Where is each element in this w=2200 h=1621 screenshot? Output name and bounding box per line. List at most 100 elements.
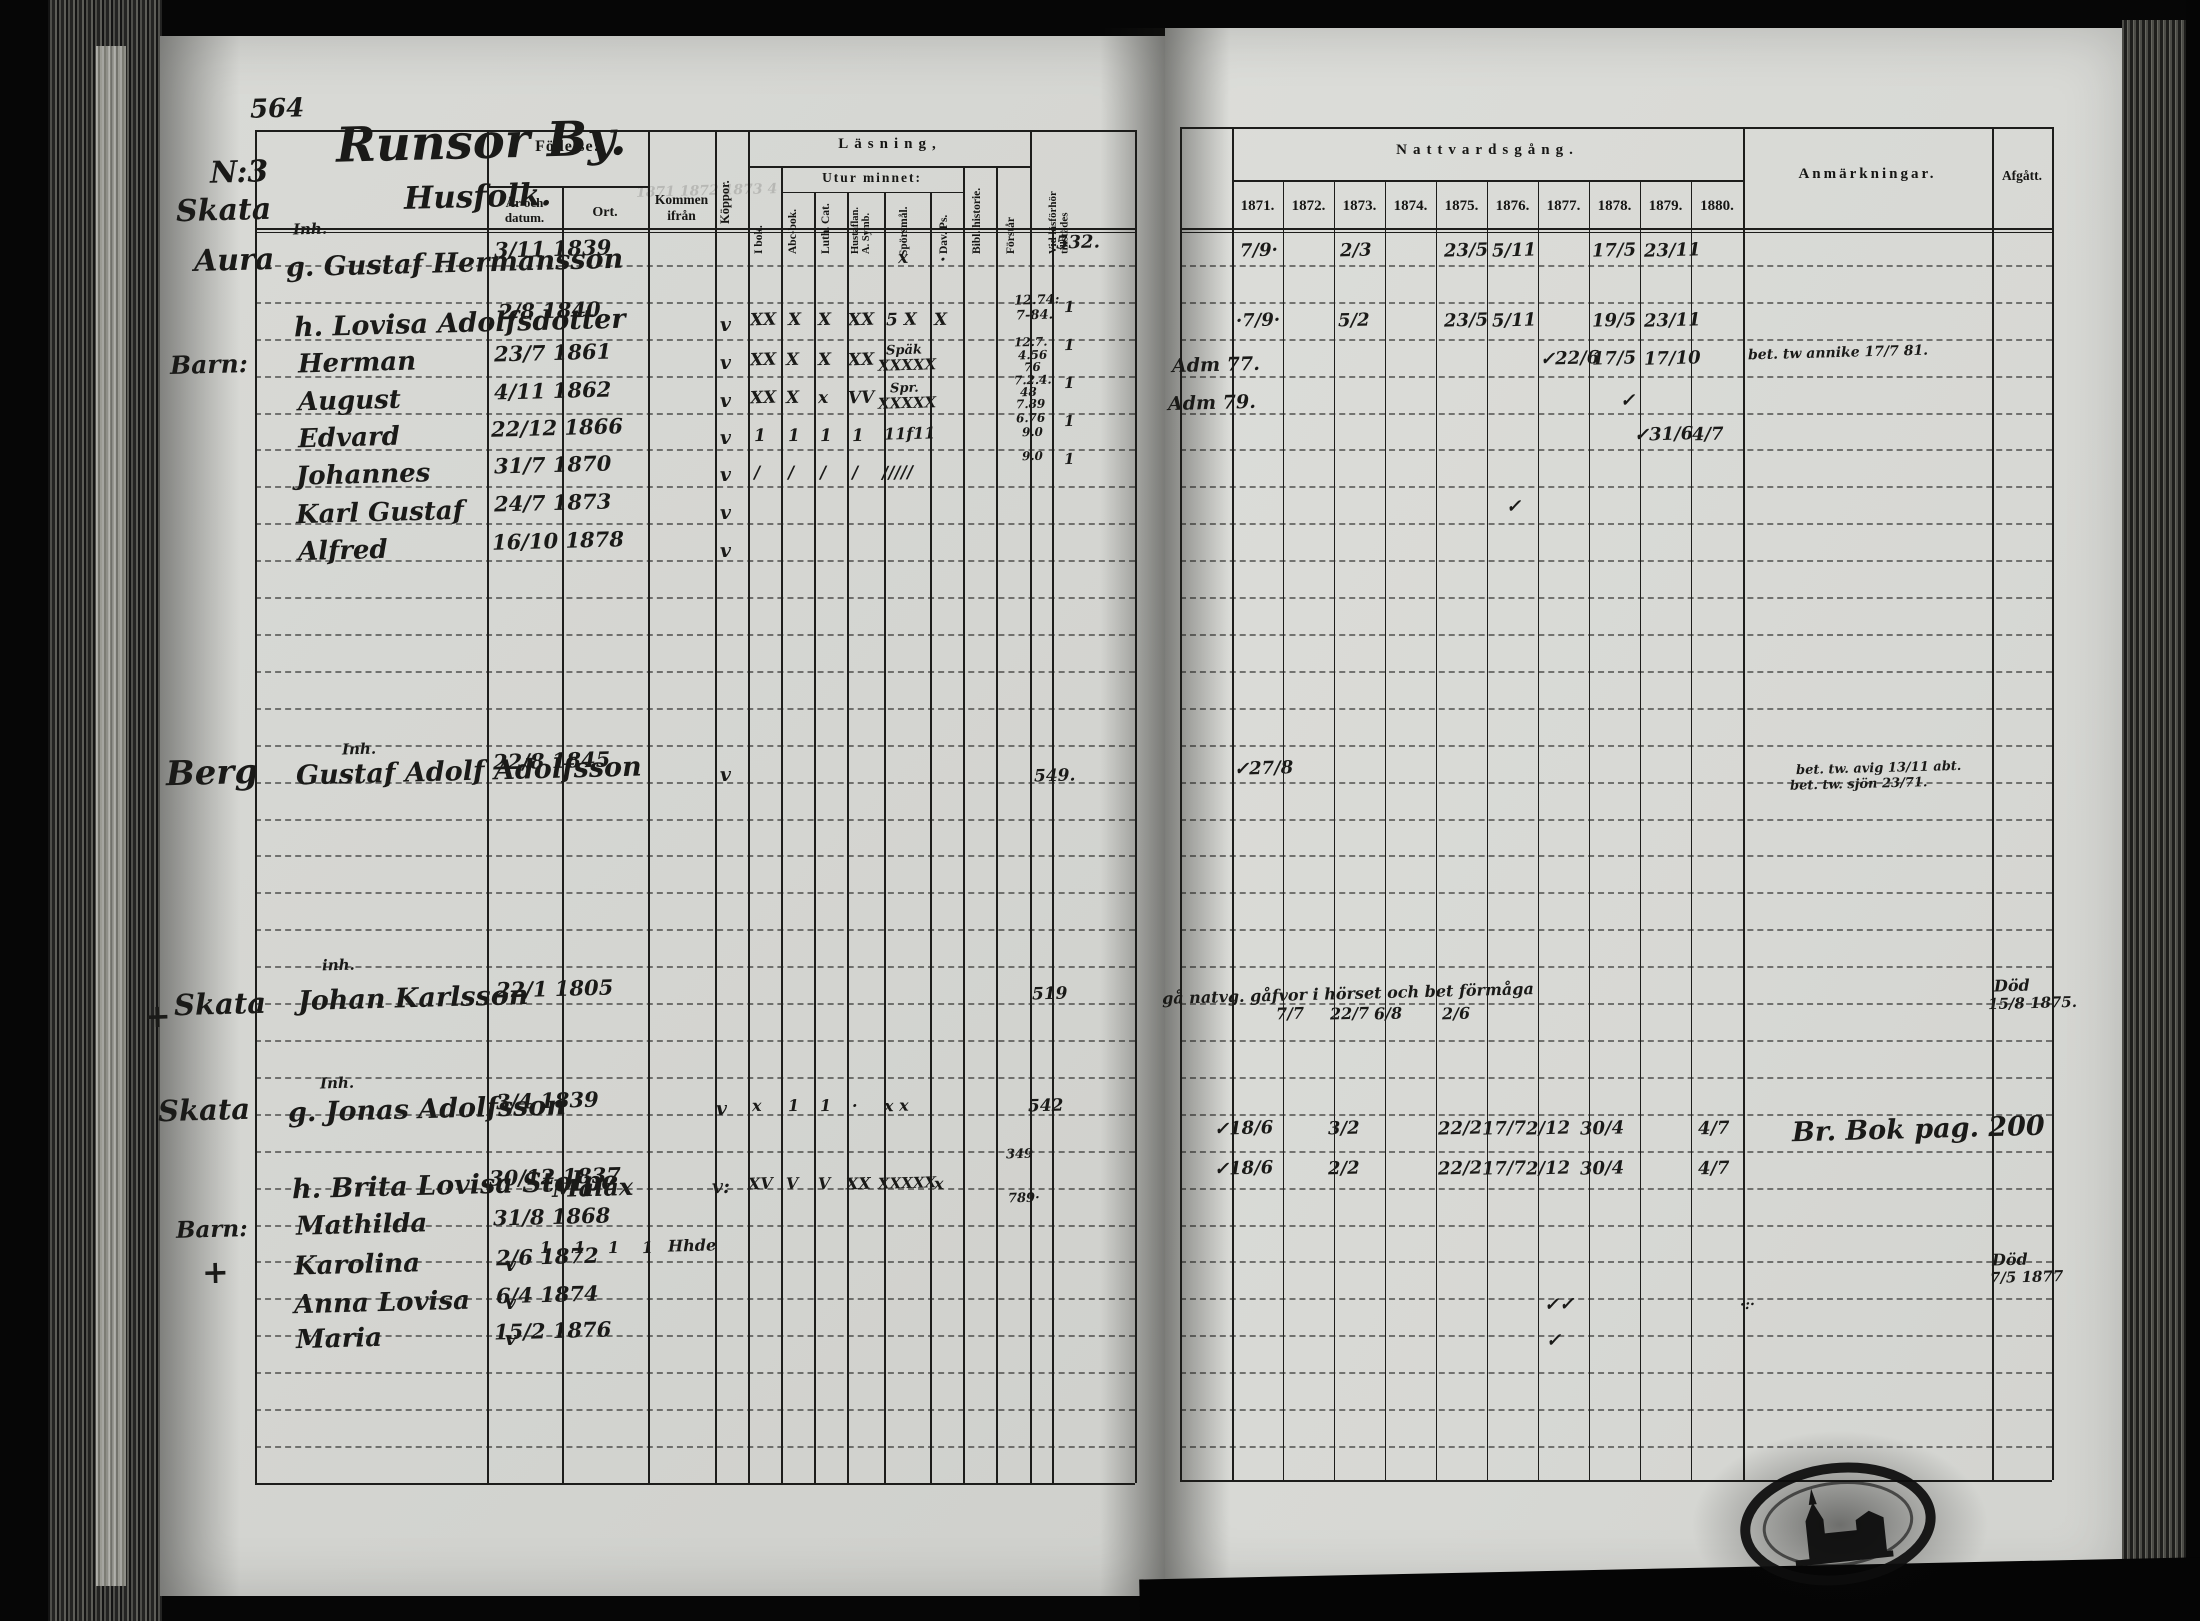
handwritten-koppor-mark: v bbox=[504, 1291, 517, 1315]
handwritten-communion-date: 4/7 bbox=[1697, 1117, 1730, 1140]
handwritten-communion-mark: ✓ bbox=[1619, 389, 1636, 412]
grid-vline bbox=[781, 166, 783, 1483]
grid-dashline bbox=[255, 634, 1135, 636]
handwritten-communion-date: 17/10 bbox=[1643, 347, 1701, 370]
handwritten-attendance-number: 7.89 bbox=[1015, 396, 1046, 412]
grid-dashline bbox=[255, 1040, 1135, 1043]
grid-dashline bbox=[255, 1076, 1135, 1079]
handwritten-reading-mark: x bbox=[817, 387, 829, 409]
handwritten-birth-date: 31/7 1870 bbox=[493, 450, 612, 479]
grid-dashline bbox=[255, 855, 1135, 858]
grid-dashline bbox=[1180, 707, 2052, 710]
handwritten-person-name: Alfred bbox=[297, 534, 389, 568]
handwritten-reading-mark: 1 bbox=[573, 1237, 586, 1258]
grid-dashline bbox=[255, 818, 1135, 821]
handwritten-reading-mark: XX bbox=[749, 349, 777, 371]
handwritten-attendance-number: 532. bbox=[1055, 231, 1101, 254]
grid-dashline bbox=[255, 1409, 1135, 1412]
handwritten-reading-mark: X bbox=[817, 349, 832, 371]
handwritten-attendance-number: 789· bbox=[1007, 1190, 1040, 1207]
handwritten-communion-mark: ✓ bbox=[1545, 1329, 1562, 1352]
grid-vline bbox=[2052, 127, 2055, 1480]
handwritten-departure-note: 15/8 1875. bbox=[1987, 992, 2078, 1014]
handwritten-koppor-mark: v: bbox=[711, 1175, 731, 1199]
handwritten-birth-date: 4/11 1862 bbox=[493, 376, 612, 405]
grid-vline bbox=[648, 130, 650, 1483]
handwritten-communion-date: 23/11 bbox=[1643, 239, 1701, 262]
handwritten-reading-mark: ///// bbox=[881, 462, 914, 484]
header-anmarkningar: Anmärkningar. bbox=[1798, 166, 1937, 182]
handwritten-person-name: Anna Lovisa bbox=[293, 1285, 471, 1321]
grid-dashline bbox=[1180, 486, 2052, 489]
grid-dashline bbox=[255, 1150, 1135, 1153]
header-fodelse: Födelse: bbox=[535, 138, 600, 155]
grid-vline bbox=[1589, 180, 1591, 1480]
grid-vline bbox=[963, 166, 965, 1483]
handwritten-koppor-mark: v bbox=[719, 426, 732, 450]
handwritten-status-note: inh. bbox=[321, 955, 355, 975]
grid-vline bbox=[1992, 127, 1994, 1480]
handwritten-communion-date: 22/2 bbox=[1437, 1117, 1483, 1140]
grid-dashline bbox=[1180, 449, 2052, 452]
grid-dashline bbox=[1180, 1372, 2052, 1375]
handwritten-reading-mark: XX bbox=[847, 349, 875, 371]
grid-dashline bbox=[1180, 1335, 2052, 1338]
handwritten-departure-note: 7/5 1877 bbox=[1989, 1267, 2064, 1287]
grid-vline bbox=[1487, 180, 1489, 1480]
grid-vline bbox=[1180, 127, 1183, 1480]
grid-dashline bbox=[1180, 264, 2052, 267]
grid-hline bbox=[255, 130, 1135, 133]
handwritten-attendance-number: 549. bbox=[1033, 765, 1076, 787]
handwritten-reading-mark: 1 bbox=[539, 1237, 552, 1258]
handwritten-reading-mark: 1 bbox=[819, 425, 833, 447]
grid-vline bbox=[748, 130, 750, 1483]
handwritten-koppor-mark: v bbox=[719, 389, 732, 413]
grid-dashline bbox=[1180, 1446, 2052, 1449]
grid-dashline bbox=[1180, 1409, 2052, 1412]
grid-dashline bbox=[1180, 1040, 2052, 1043]
handwritten-reading-mark: x x bbox=[883, 1095, 909, 1116]
grid-dashline bbox=[255, 597, 1135, 600]
handwritten-reading-mark: V bbox=[817, 1173, 831, 1194]
grid-vline bbox=[487, 130, 489, 1483]
handwritten-communion-date: 5/11 bbox=[1491, 239, 1537, 262]
header-year-1875: 1875. bbox=[1444, 198, 1479, 214]
grid-dashline bbox=[1180, 1150, 2052, 1153]
handwritten-communion-date: 30/4 bbox=[1579, 1117, 1625, 1140]
handwritten-birth-date: 23/7 1861 bbox=[493, 338, 612, 367]
handwritten-communion-date: 19/5 bbox=[1591, 309, 1637, 332]
grid-vline bbox=[1538, 180, 1540, 1480]
grid-dashline bbox=[255, 929, 1135, 932]
grid-dashline bbox=[1180, 338, 2052, 341]
handwritten-margin-cross: + bbox=[143, 996, 172, 1036]
handwritten-reading-mark: / bbox=[753, 462, 761, 484]
grid-dashline bbox=[1180, 744, 2052, 747]
grid-hline bbox=[1180, 127, 2052, 130]
grid-dashline bbox=[255, 1187, 1135, 1190]
grid-dashline bbox=[1180, 670, 2052, 673]
handwritten-person-name: Johannes bbox=[295, 458, 431, 492]
header-col-sporsmal: Spörsmål. bbox=[898, 206, 910, 256]
handwritten-koppor-mark: v bbox=[719, 313, 732, 337]
handwritten-communion-date: 17/7 bbox=[1481, 1117, 1527, 1140]
grid-dashline bbox=[1180, 1224, 2052, 1227]
handwritten-person-name: Herman bbox=[297, 346, 417, 380]
grid-dashline bbox=[255, 670, 1135, 673]
grid-dashline bbox=[255, 966, 1135, 969]
header-afgatt: Afgått. bbox=[2001, 168, 2043, 183]
handwritten-reading-mark: / bbox=[787, 462, 795, 484]
header-col-luthcat: Luth. Cat. bbox=[820, 203, 832, 254]
grid-dashline bbox=[255, 523, 1135, 526]
grid-vline bbox=[1385, 180, 1387, 1480]
handwritten-reading-mark: X bbox=[787, 309, 802, 331]
handwritten-margin-label: Berg bbox=[165, 751, 259, 795]
header-col-forstar: Förstår bbox=[1005, 216, 1017, 254]
grid-dashline bbox=[1180, 1298, 2052, 1301]
handwritten-attendance-number: 6.76 bbox=[1015, 410, 1046, 426]
grid-dashline bbox=[255, 1113, 1135, 1116]
header-ar-datum: År och datum. bbox=[504, 195, 545, 225]
grid-hline bbox=[255, 1483, 1135, 1486]
handwritten-communion-date: 22/7 bbox=[1329, 1003, 1370, 1024]
handwritten-communion-date: 23/5 bbox=[1443, 239, 1489, 262]
header-year-1873: 1873. bbox=[1342, 198, 1377, 214]
